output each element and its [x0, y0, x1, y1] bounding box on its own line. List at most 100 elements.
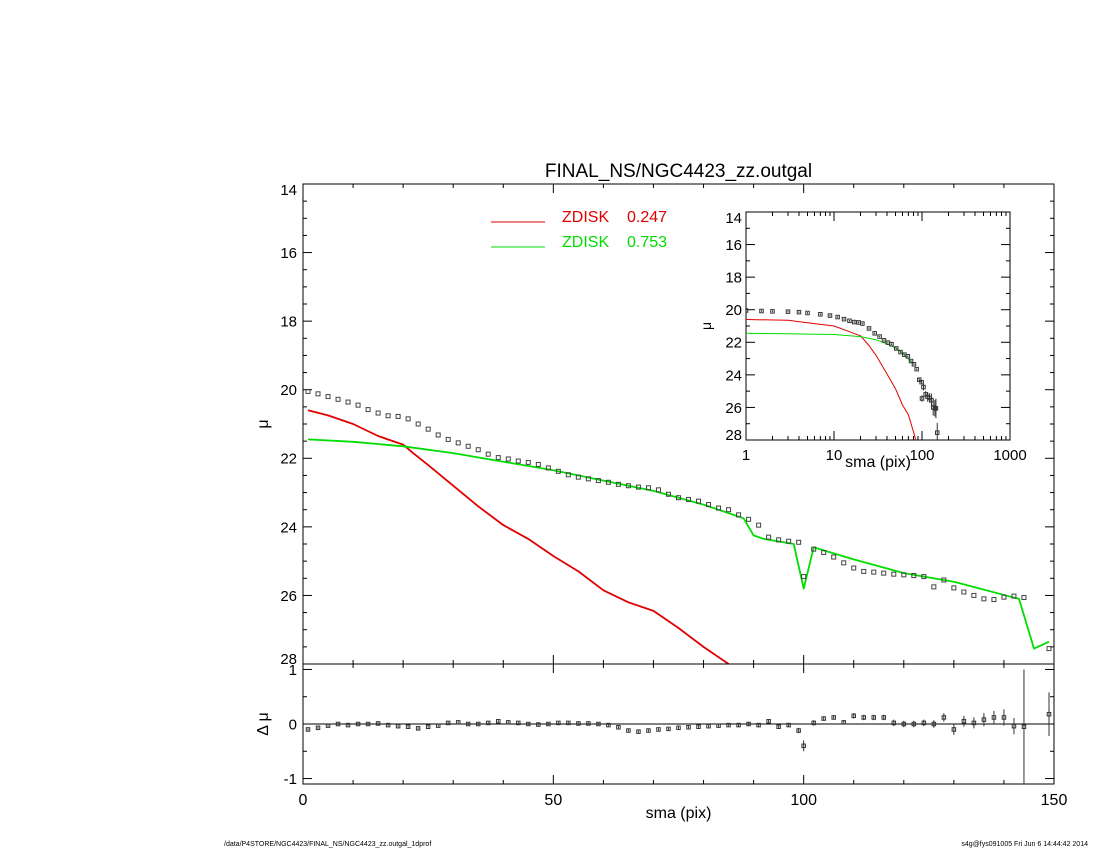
data-point — [801, 574, 807, 580]
y-tick-label: -1 — [284, 771, 297, 788]
data-point — [445, 436, 451, 442]
inset-log-panel: 1 10 100 1000 14 16 18 20 22 24 26 28 sma (pix) μ — [698, 210, 1027, 471]
residual-point — [596, 721, 601, 727]
residual-point — [646, 728, 651, 733]
y-axis-label: μ — [255, 419, 272, 428]
data-point — [315, 391, 321, 397]
data-point — [545, 465, 551, 471]
inset-data-point — [852, 319, 857, 325]
inset-data-point — [805, 310, 810, 316]
data-point — [375, 410, 381, 416]
data-point — [515, 458, 521, 464]
residual-point — [636, 729, 641, 734]
x-tick-label: 50 — [544, 792, 562, 809]
residual-point — [415, 726, 421, 731]
inset-data-point — [905, 354, 911, 359]
residual-point — [871, 715, 877, 720]
data-point — [861, 568, 867, 574]
residual-point — [981, 717, 987, 722]
residual-point — [921, 720, 927, 726]
residual-point — [1021, 724, 1027, 729]
residual-point — [1001, 715, 1007, 720]
footer-timestamp: s4g@fys091005 Fri Jun 6 14:44:42 2014 — [961, 841, 1088, 848]
inset-data-point — [881, 338, 887, 343]
inset-data-point — [889, 341, 894, 347]
y-tick-label: 18 — [725, 270, 742, 287]
residual-point — [941, 715, 947, 720]
y-tick-label: 16 — [280, 245, 297, 262]
residual-point — [801, 743, 806, 749]
y-tick-label: 18 — [280, 314, 297, 331]
y-axis-label: Δ μ — [255, 712, 272, 735]
residual-point — [305, 727, 311, 732]
data-point — [505, 456, 511, 462]
residual-point — [796, 728, 801, 733]
data-point — [345, 399, 351, 405]
y-tick-label: 14 — [725, 210, 742, 227]
legend-label: ZDISK — [562, 209, 609, 226]
y-tick-label: 22 — [280, 451, 297, 468]
residual-point — [666, 726, 671, 732]
data-point — [335, 396, 341, 402]
inset-data-point — [921, 384, 926, 390]
data-point — [776, 537, 782, 543]
data-point — [1011, 593, 1017, 599]
data-point — [405, 416, 411, 422]
data-point — [535, 461, 541, 467]
data-point — [395, 413, 401, 419]
legend-value: 0.247 — [627, 209, 667, 226]
data-point — [625, 483, 631, 489]
data-point — [851, 565, 857, 571]
data-point — [655, 487, 661, 493]
residual-point — [776, 724, 781, 729]
y-tick-label: 1 — [289, 662, 297, 679]
inset-zdisk-0.247-line — [746, 319, 917, 440]
y-tick-label: 22 — [725, 335, 742, 352]
residual-point — [405, 724, 411, 729]
data-point — [991, 597, 997, 603]
data-point — [766, 534, 772, 540]
data-point — [871, 569, 877, 575]
data-point — [665, 491, 671, 497]
data-point — [786, 538, 792, 544]
x-tick-label: 0 — [299, 792, 308, 809]
residual-point — [786, 722, 791, 728]
data-point — [425, 426, 431, 432]
inset-data-point — [894, 346, 899, 351]
x-tick-label: 100 — [790, 792, 817, 809]
legend-label: ZDISK — [562, 234, 609, 251]
inset-data-point — [919, 379, 924, 385]
inset-data-point — [785, 309, 791, 314]
residual-point — [355, 721, 361, 727]
data-point — [941, 577, 947, 583]
residual-point — [696, 724, 701, 729]
data-point — [961, 589, 967, 595]
zdisk-0.753-line — [307, 438, 1050, 650]
residual-point — [526, 721, 531, 727]
data-point — [736, 512, 742, 518]
inset-data-point — [916, 377, 922, 382]
residual-point — [445, 720, 451, 726]
residual-point — [375, 721, 381, 726]
inset-data-point — [796, 309, 802, 315]
residual-point — [606, 722, 611, 728]
data-point — [325, 394, 331, 400]
residual-point — [726, 722, 731, 728]
residual-point — [821, 716, 826, 721]
data-point — [485, 451, 491, 457]
inset-data-point — [877, 334, 882, 339]
residual-point — [345, 722, 351, 728]
residual-point — [961, 719, 967, 724]
residual-point — [455, 720, 461, 725]
residual-point — [831, 715, 836, 720]
data-point — [921, 574, 927, 580]
data-point — [881, 570, 887, 576]
data-point — [686, 496, 692, 502]
residual-point — [931, 721, 937, 727]
chart-title: FINAL_NS/NGC4423_zz.outgal — [545, 161, 812, 182]
data-point — [435, 432, 441, 438]
data-point — [971, 592, 977, 598]
x-tick-label: 10 — [826, 447, 843, 464]
inset-data-point — [898, 349, 903, 355]
